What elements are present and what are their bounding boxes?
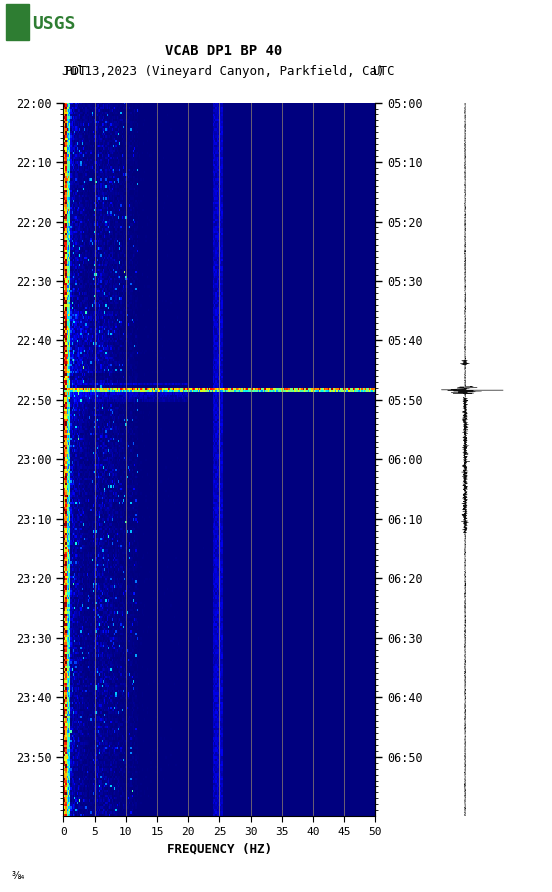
X-axis label: FREQUENCY (HZ): FREQUENCY (HZ) xyxy=(167,842,272,855)
Text: VCAB DP1 BP 40: VCAB DP1 BP 40 xyxy=(165,44,282,58)
Text: PDT: PDT xyxy=(65,64,88,78)
Text: ⅜₄: ⅜₄ xyxy=(11,871,24,881)
Text: UTC: UTC xyxy=(373,64,395,78)
Text: USGS: USGS xyxy=(32,15,76,33)
Text: Jul13,2023 (Vineyard Canyon, Parkfield, Ca): Jul13,2023 (Vineyard Canyon, Parkfield, … xyxy=(62,64,385,78)
Bar xyxy=(6,4,29,40)
